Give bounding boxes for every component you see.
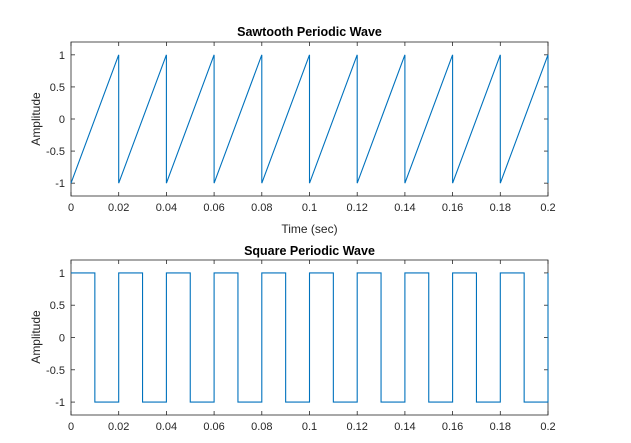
square-x-tick-label: 0.1 [302, 421, 317, 433]
sawtooth-y-tick-label: -1 [55, 178, 65, 190]
sawtooth-x-tick-label: 0.14 [394, 202, 415, 214]
square-y-tick-label: 0 [59, 333, 65, 345]
sawtooth-wave-line [70, 54, 549, 184]
sawtooth-x-tick-label: 0 [68, 202, 74, 214]
square-y-tick-label: 0.5 [50, 300, 65, 312]
square-subplot: Square Periodic Wave Amplitude 0 0.02 0.04… [29, 244, 556, 433]
sawtooth-x-tick-label: 0.2 [540, 202, 555, 214]
sawtooth-x-tick-label: 0.1 [302, 202, 317, 214]
square-wave-line [71, 272, 549, 403]
square-x-tick-label: 0.02 [108, 421, 129, 433]
sawtooth-y-axis-label: Amplitude [29, 92, 43, 146]
sawtooth-subplot: Sawtooth Periodic Wave Time (sec) Amplit… [29, 25, 556, 236]
square-y-tick-label: 1 [59, 268, 65, 280]
sawtooth-chart-title: Sawtooth Periodic Wave [237, 25, 382, 39]
square-x-tick-label: 0.16 [442, 421, 463, 433]
square-x-tick-label: 0.12 [346, 421, 367, 433]
sawtooth-y-tick-label: 0 [59, 114, 65, 126]
sawtooth-x-tick-label: 0.12 [346, 202, 367, 214]
sawtooth-y-tick-label: 0.5 [50, 82, 65, 94]
square-x-tick-label: 0.08 [251, 421, 272, 433]
sawtooth-x-axis-label: Time (sec) [281, 222, 337, 236]
sawtooth-y-tick-label: -0.5 [46, 146, 65, 158]
square-y-axis-label: Amplitude [29, 310, 43, 364]
square-x-tick-label: 0.06 [203, 421, 224, 433]
sawtooth-x-tick-label: 0.16 [442, 202, 463, 214]
square-chart-title: Square Periodic Wave [244, 244, 375, 258]
sawtooth-x-tick-label: 0.04 [156, 202, 177, 214]
sawtooth-ticks: 0 0.02 0.04 0.06 0.08 0.1 0.12 0.14 0.16 0.18 0.2 1… [46, 42, 556, 214]
sawtooth-x-tick-label: 0.06 [203, 202, 224, 214]
square-x-tick-label: 0.14 [394, 421, 415, 433]
square-y-tick-label: -0.5 [46, 365, 65, 377]
sawtooth-x-tick-label: 0.02 [108, 202, 129, 214]
square-x-tick-label: 0.2 [540, 421, 555, 433]
square-y-tick-label: -1 [55, 397, 65, 409]
square-x-tick-label: 0 [68, 421, 74, 433]
square-x-tick-label: 0.18 [490, 421, 511, 433]
square-x-tick-label: 0.04 [156, 421, 177, 433]
sawtooth-y-tick-label: 1 [59, 50, 65, 62]
sawtooth-x-tick-label: 0.18 [490, 202, 511, 214]
sawtooth-x-tick-label: 0.08 [251, 202, 272, 214]
